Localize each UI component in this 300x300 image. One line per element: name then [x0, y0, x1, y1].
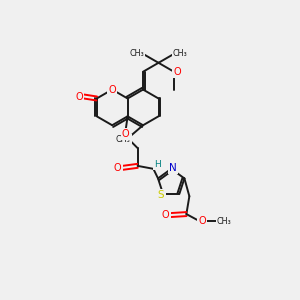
- Text: S: S: [158, 190, 164, 200]
- Text: CH₃: CH₃: [217, 217, 231, 226]
- Text: O: O: [114, 163, 122, 173]
- Text: H: H: [154, 160, 161, 169]
- Text: CH₃: CH₃: [173, 49, 188, 58]
- Text: O: O: [122, 129, 130, 139]
- Text: O: O: [198, 216, 206, 226]
- Text: O: O: [162, 210, 170, 220]
- Text: CH₃: CH₃: [130, 49, 144, 58]
- Text: N: N: [169, 163, 177, 173]
- Text: CH₃: CH₃: [116, 135, 130, 144]
- Text: O: O: [173, 67, 181, 77]
- Text: O: O: [108, 85, 116, 94]
- Text: O: O: [75, 92, 83, 101]
